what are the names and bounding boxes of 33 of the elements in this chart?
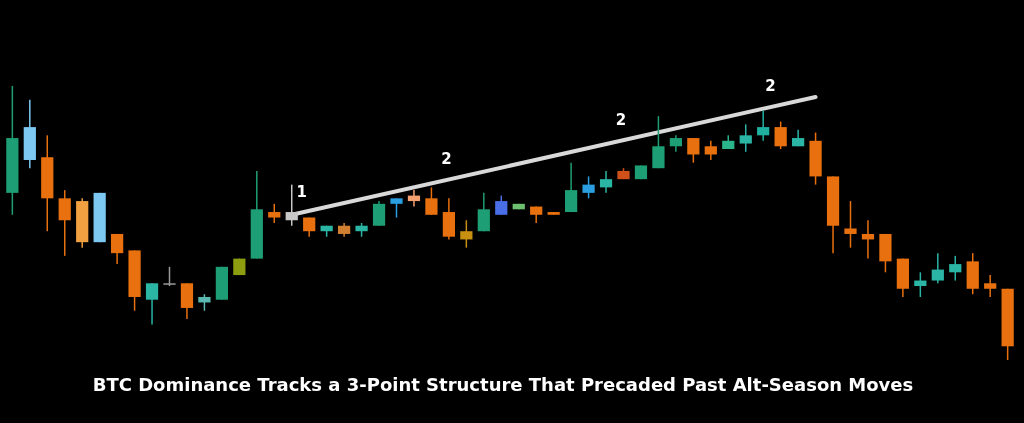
candlestick	[425, 186, 438, 216]
annotation: 2	[441, 150, 452, 168]
candlestick	[58, 189, 71, 257]
candlestick	[390, 197, 403, 219]
candlestick	[774, 120, 787, 150]
candlestick	[599, 170, 613, 194]
candlestick	[372, 200, 386, 227]
annotation: 1	[296, 182, 307, 201]
candlestick	[739, 123, 752, 153]
candlestick	[477, 192, 490, 232]
candlestick	[495, 194, 508, 216]
text: BTC Dominance Tracks a 3-Point Structure That Precaded Past Alt-Season Moves	[92, 374, 914, 395]
candlestick	[565, 161, 578, 213]
candlestick	[704, 140, 717, 161]
annotation: 2	[615, 110, 627, 129]
candlestick	[914, 271, 927, 298]
candlestick	[285, 183, 298, 227]
annotation: 2	[765, 77, 776, 96]
candlestick	[111, 233, 124, 265]
candlestick	[460, 219, 473, 249]
candlestick	[931, 252, 944, 285]
candlestick	[687, 137, 700, 164]
candlestick	[145, 282, 159, 326]
candlestick	[844, 200, 857, 249]
candlestick	[268, 203, 281, 224]
candlestick	[163, 266, 176, 287]
candlestick	[949, 255, 962, 282]
candlestick	[757, 109, 770, 142]
candlestick	[407, 189, 421, 208]
candlestick	[984, 274, 997, 298]
candlestick	[652, 115, 665, 169]
candlestick	[582, 175, 595, 200]
candlestick	[861, 219, 875, 260]
